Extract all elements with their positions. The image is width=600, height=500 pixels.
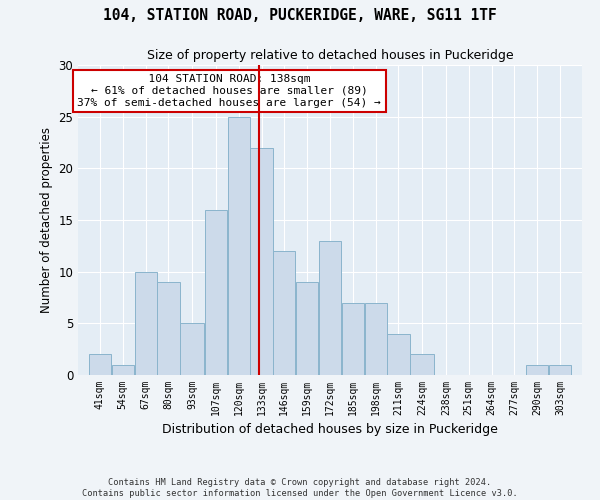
X-axis label: Distribution of detached houses by size in Puckeridge: Distribution of detached houses by size … [162,424,498,436]
Bar [319,240,341,375]
Bar [89,354,111,375]
Bar [410,354,434,375]
Bar [250,148,272,375]
Bar [227,116,250,375]
Text: Contains HM Land Registry data © Crown copyright and database right 2024.
Contai: Contains HM Land Registry data © Crown c… [82,478,518,498]
Bar [273,251,295,375]
Bar [342,302,364,375]
Bar [134,272,157,375]
Bar [296,282,318,375]
Bar [526,364,548,375]
Bar [388,334,410,375]
Y-axis label: Number of detached properties: Number of detached properties [40,127,53,313]
Bar [112,364,134,375]
Bar [180,324,204,375]
Bar [157,282,179,375]
Title: Size of property relative to detached houses in Puckeridge: Size of property relative to detached ho… [146,50,514,62]
Text: 104 STATION ROAD: 138sqm  
← 61% of detached houses are smaller (89)
37% of semi: 104 STATION ROAD: 138sqm ← 61% of detach… [77,74,381,108]
Bar [365,302,387,375]
Bar [549,364,571,375]
Text: 104, STATION ROAD, PUCKERIDGE, WARE, SG11 1TF: 104, STATION ROAD, PUCKERIDGE, WARE, SG1… [103,8,497,22]
Bar [205,210,227,375]
